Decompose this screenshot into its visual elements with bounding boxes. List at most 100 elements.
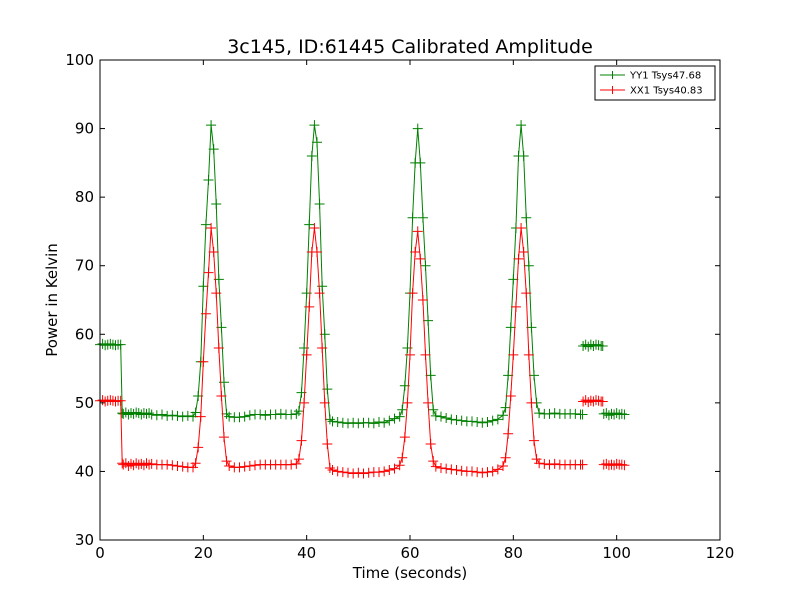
data-point xyxy=(446,464,457,475)
data-point xyxy=(309,120,320,131)
data-point xyxy=(425,439,436,449)
data-point xyxy=(436,463,446,473)
data-point xyxy=(415,253,426,264)
data-point xyxy=(332,466,343,477)
data-point xyxy=(200,219,211,230)
data-point xyxy=(206,120,217,131)
data-point xyxy=(133,459,144,470)
data-point xyxy=(162,459,173,470)
data-point xyxy=(423,397,434,408)
x-tick-label: 60 xyxy=(400,544,419,562)
data-point xyxy=(518,151,529,161)
data-point xyxy=(177,411,188,422)
data-point xyxy=(136,458,147,469)
data-point xyxy=(428,456,439,467)
data-point xyxy=(379,466,390,477)
data-point xyxy=(115,339,126,350)
data-point xyxy=(425,370,436,381)
data-point xyxy=(239,411,250,422)
data-point xyxy=(606,408,617,419)
data-point xyxy=(309,223,320,233)
data-point xyxy=(314,288,325,299)
data-point xyxy=(286,409,297,420)
y-tick-label: 60 xyxy=(75,325,94,343)
data-point xyxy=(337,467,348,478)
data-point xyxy=(477,467,488,478)
data-point xyxy=(508,274,519,285)
data-point xyxy=(172,410,183,421)
data-point xyxy=(407,288,418,299)
y-tick-label: 100 xyxy=(65,51,94,69)
data-point xyxy=(110,340,121,351)
data-point xyxy=(286,459,297,470)
data-point xyxy=(291,458,302,469)
data-point xyxy=(110,396,121,407)
data-point xyxy=(389,463,400,474)
data-point xyxy=(239,461,250,472)
data-point xyxy=(513,253,524,264)
data-point xyxy=(221,408,232,419)
data-point xyxy=(299,397,310,408)
x-tick-label: 40 xyxy=(297,544,316,562)
data-point xyxy=(412,123,423,134)
series-line xyxy=(123,125,583,424)
data-point xyxy=(498,410,508,421)
data-point xyxy=(348,417,359,428)
data-point xyxy=(167,410,178,421)
data-point xyxy=(394,460,405,471)
data-point xyxy=(304,219,315,230)
data-point xyxy=(105,338,116,349)
data-point xyxy=(118,408,129,419)
data-point xyxy=(348,468,359,479)
data-point xyxy=(510,301,521,312)
data-point xyxy=(144,408,155,419)
data-point xyxy=(203,175,214,185)
data-point xyxy=(208,247,219,257)
data-point xyxy=(412,226,423,237)
data-point xyxy=(467,466,477,477)
data-point xyxy=(312,137,322,148)
data-point xyxy=(467,416,477,427)
data-point xyxy=(131,458,142,469)
data-point xyxy=(123,460,134,471)
data-point xyxy=(441,412,452,423)
data-point xyxy=(593,340,604,351)
data-point xyxy=(260,410,271,421)
data-point xyxy=(441,463,452,474)
data-point xyxy=(549,408,560,419)
data-point xyxy=(219,432,229,443)
data-point xyxy=(270,409,281,420)
y-axis-label: Power in Kelvin xyxy=(43,243,61,357)
data-point xyxy=(327,416,338,427)
data-point xyxy=(580,395,591,406)
data-point xyxy=(482,467,493,478)
data-point xyxy=(503,428,514,439)
data-point xyxy=(193,442,204,453)
data-point xyxy=(182,410,193,421)
data-point xyxy=(430,410,441,421)
data-point xyxy=(306,151,317,161)
data-point xyxy=(601,458,612,469)
data-point xyxy=(167,460,178,471)
data-point xyxy=(319,397,330,408)
data-point xyxy=(123,409,134,420)
data-point xyxy=(384,465,395,476)
data-point xyxy=(516,120,527,131)
data-point xyxy=(221,456,232,467)
data-point xyxy=(363,467,374,478)
data-point xyxy=(611,408,622,419)
data-point xyxy=(126,458,136,469)
data-point xyxy=(389,413,400,424)
data-point xyxy=(118,459,129,470)
data-point xyxy=(332,417,343,428)
y-tick-label: 90 xyxy=(75,120,94,138)
data-point xyxy=(619,409,630,420)
x-tick-label: 20 xyxy=(194,544,213,562)
data-point xyxy=(407,212,418,223)
data-point xyxy=(293,454,304,465)
data-point xyxy=(472,417,483,428)
data-point xyxy=(213,343,224,353)
data-point xyxy=(190,458,201,469)
